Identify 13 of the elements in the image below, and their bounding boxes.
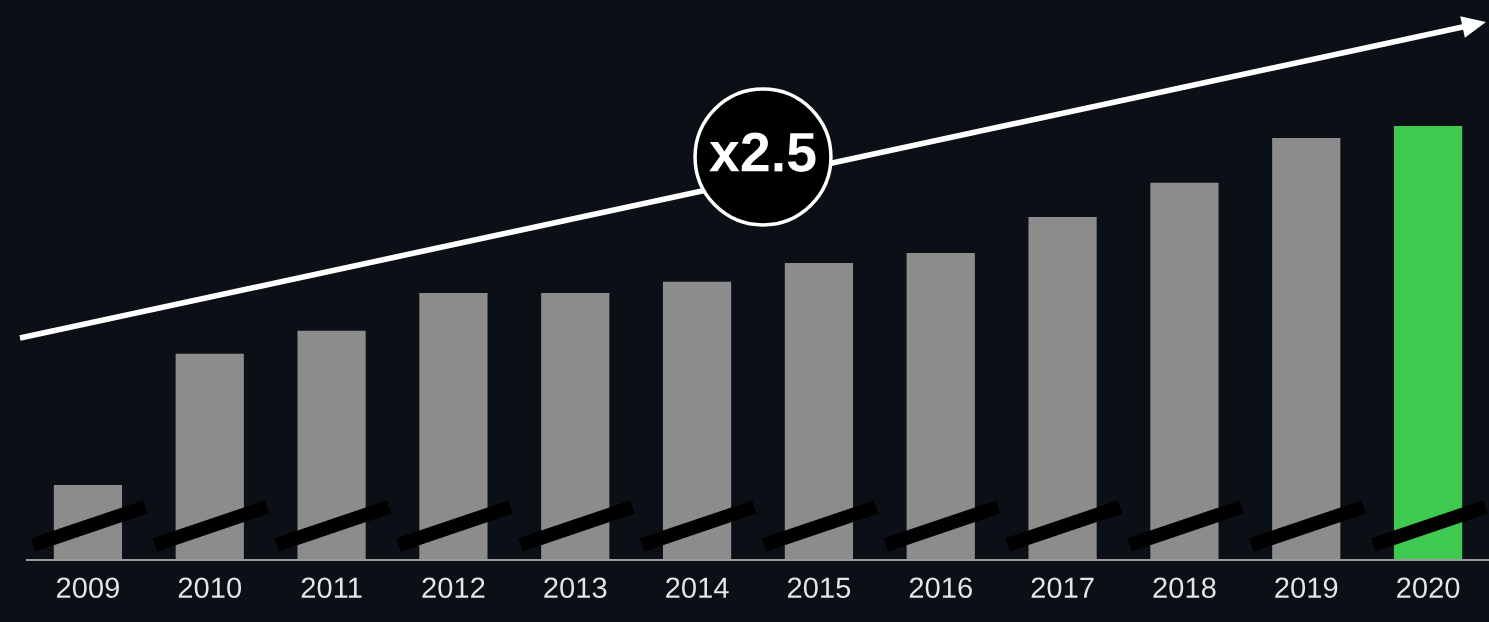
x-tick-label: 2010 xyxy=(178,577,242,599)
x-tick-label: 2009 xyxy=(56,577,119,599)
annotation: x2.5 xyxy=(709,132,816,172)
x-tick-label: 2019 xyxy=(1275,577,1338,599)
x-tick-label: 2020 xyxy=(1397,577,1460,599)
x-tick-label: 2011 xyxy=(301,577,362,599)
x-tick-label: 2018 xyxy=(1153,577,1216,599)
x-tick-label: 2014 xyxy=(666,577,729,599)
x-tick-label: 2017 xyxy=(1031,577,1094,599)
x-tick-label: 2016 xyxy=(909,577,972,599)
x-tick-label: 2012 xyxy=(422,577,485,599)
x-tick-label: 2015 xyxy=(787,577,851,599)
x-tick-label: 2013 xyxy=(544,577,607,599)
